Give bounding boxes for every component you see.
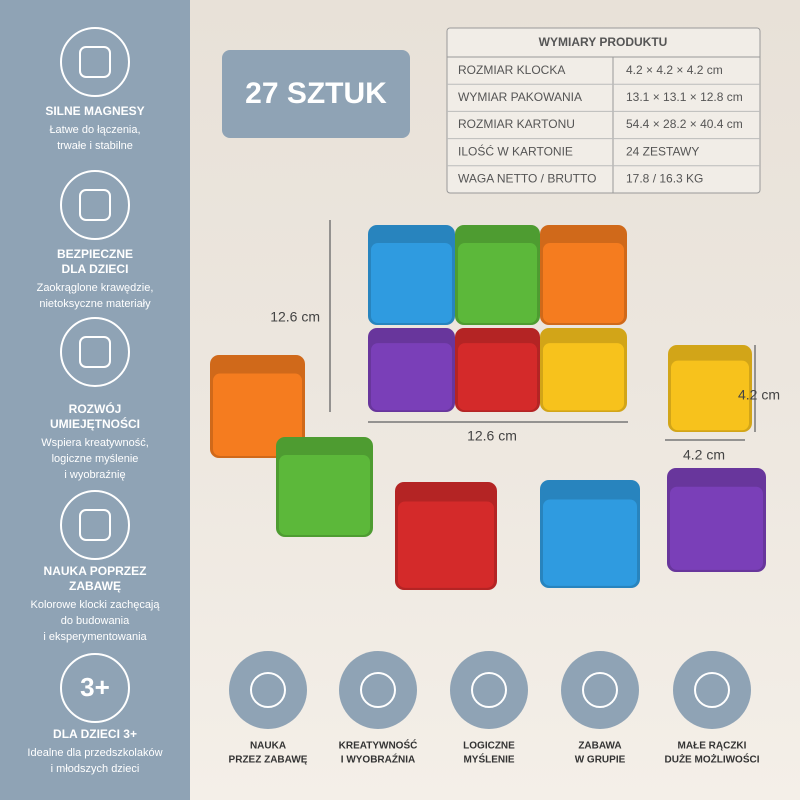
bottom-icon [229, 651, 307, 729]
bottom-label: I WYOBRAŹNIA [341, 753, 415, 766]
feature-description: Idealne dla przedszkolaków [27, 747, 162, 759]
bottom-label: KREATYWNOŚĆ [339, 739, 418, 752]
feature-title: ROZWÓJ [69, 401, 122, 416]
dimension-label: 4.2 cm [738, 387, 780, 403]
table-cell: ROZMIAR KLOCKA [458, 63, 565, 77]
bottom-icon [450, 651, 528, 729]
table-rows: ROZMIAR KLOCKA 4.2 × 4.2 × 4.2 cm WYMIAR P… [447, 63, 760, 186]
feature-icon [60, 653, 130, 723]
table-cell: WYMIAR PAKOWANIA [458, 90, 582, 104]
cube-face [671, 360, 749, 431]
feature-icon-glyph [79, 509, 111, 541]
feature-description: nietoksyczne materiały [39, 298, 151, 310]
bottom-icon-glyph [471, 672, 507, 708]
bottom-label: LOGICZNE [463, 741, 515, 752]
feature-title: BEZPIECZNE [57, 247, 133, 261]
cube-face [543, 243, 624, 323]
table-cell: 13.1 × 13.1 × 12.8 cm [626, 90, 743, 104]
bottom-label: DUŻE MOŻLIWOŚCI [665, 753, 760, 766]
features: SILNE MAGNESY Łatwe do łączenia, trwałe i … [27, 27, 163, 775]
feature-title: ZABAWĘ [69, 579, 121, 593]
dimension-label: 12.6 cm [467, 428, 517, 444]
feature-description: Łatwe do łączenia, [49, 124, 140, 136]
cube-face [543, 343, 624, 411]
table-cell: 54.4 × 28.2 × 40.4 cm [626, 117, 743, 131]
bottom-icon-glyph [582, 672, 618, 708]
dimension-label: 4.2 cm [683, 447, 725, 463]
feature-icon [60, 170, 130, 240]
feature-icon-text: 3+ [80, 672, 110, 702]
feature-title: SILNE MAGNESY [45, 104, 144, 118]
feature-icon-glyph [79, 189, 111, 221]
cube-face [458, 343, 537, 411]
feature-description: trwałe i stabilne [57, 140, 133, 152]
bottom-icon-glyph [250, 672, 286, 708]
cube-face [371, 343, 452, 411]
badge [222, 50, 410, 138]
feature-description: i eksperymentowania [43, 631, 147, 643]
bottom-icon [339, 651, 417, 729]
feature-icon-glyph [79, 46, 111, 78]
cube-face [371, 243, 452, 323]
bottom-label: PRZEZ ZABAWĘ [229, 755, 308, 766]
feature-title: DLA DZIECI 3+ [53, 727, 137, 741]
bottom-label: ZABAWA [578, 741, 621, 752]
feature-title: UMIEJĘTNOŚCI [50, 416, 140, 431]
bottom-label: NAUKA [250, 741, 286, 752]
bottom-icon-glyph [360, 672, 396, 708]
sidebar [0, 0, 190, 800]
table-cell: ROZMIAR KARTONU [458, 117, 575, 131]
table-cell: ILOŚĆ W KARTONIE [458, 143, 573, 158]
table-cell: 4.2 × 4.2 × 4.2 cm [626, 63, 723, 77]
dimension-label: 12.6 cm [270, 309, 320, 325]
feature-description: i wyobraźnię [64, 469, 125, 481]
cube-face [458, 243, 537, 323]
feature-icon [60, 317, 130, 387]
feature-description: logiczne myślenie [52, 453, 139, 465]
feature-icon [60, 490, 130, 560]
table-cell: WAGA NETTO / BRUTTO [458, 172, 596, 186]
feature-description: i młodszych dzieci [51, 763, 140, 775]
cube-face [543, 499, 637, 586]
cube-face [670, 486, 763, 570]
feature-title: DLA DZIECI [62, 262, 129, 276]
cubes [210, 225, 766, 590]
table-cell: 24 ZESTAWY [626, 144, 699, 158]
table: WYMIARY PRODUKTU [446, 27, 761, 194]
feature-description: do budowania [61, 615, 130, 627]
feature-description: Zaokrąglone krawędzie, [37, 282, 154, 294]
table-title: WYMIARY PRODUKTU [539, 35, 668, 49]
cube-face [213, 373, 302, 456]
cube-face [279, 455, 370, 535]
bottom-label: MYŚLENIE [463, 753, 514, 766]
badge-text: 27 SZTUK [245, 77, 387, 110]
bottom-icon [673, 651, 751, 729]
feature-icon [60, 27, 130, 97]
dimension-lines [329, 220, 756, 441]
table-cell: 17.8 / 16.3 KG [626, 172, 703, 186]
bottom-icon-glyph [694, 672, 730, 708]
bottom-icon [561, 651, 639, 729]
feature-title: NAUKA POPRZEZ [44, 564, 147, 578]
bottom-label: W GRUPIE [575, 755, 626, 766]
feature-icon-glyph [79, 336, 111, 368]
feature-description: Wspiera kreatywność, [41, 437, 149, 449]
cube-face [398, 501, 494, 588]
feature-description: Kolorowe klocki zachęcają [30, 599, 160, 611]
bottom-label: MAŁE RĄCZKI [678, 741, 747, 752]
